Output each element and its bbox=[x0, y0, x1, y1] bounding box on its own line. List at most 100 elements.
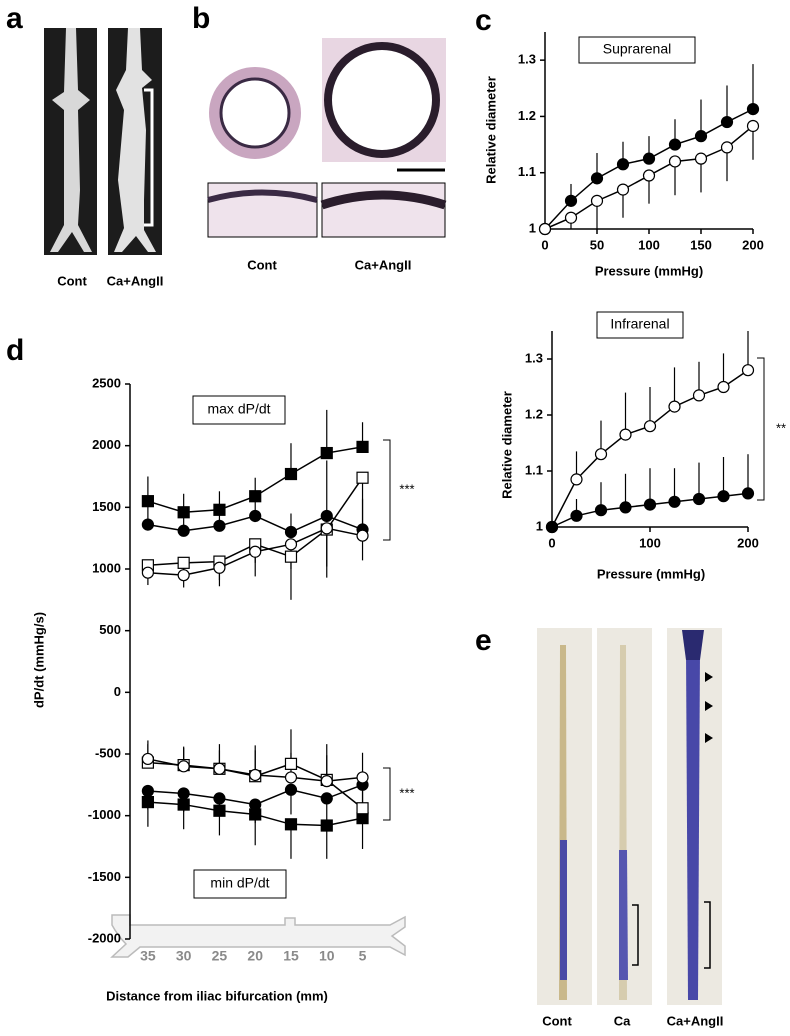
marker bbox=[213, 561, 226, 574]
marker bbox=[668, 400, 681, 413]
photo-label: Cont bbox=[57, 273, 87, 288]
y-tick-label: 1500 bbox=[92, 499, 121, 514]
annotation: min dP/dt bbox=[210, 875, 269, 891]
marker bbox=[717, 490, 730, 503]
marker bbox=[616, 183, 630, 196]
y-tick-label: 1.2 bbox=[518, 108, 536, 123]
marker bbox=[320, 509, 333, 523]
marker bbox=[249, 545, 262, 558]
marker bbox=[141, 518, 154, 531]
marker bbox=[616, 158, 630, 171]
marker bbox=[141, 784, 154, 798]
y-axis-label: Relative diameter bbox=[499, 391, 514, 499]
marker bbox=[284, 757, 298, 770]
marker bbox=[177, 524, 190, 537]
marker bbox=[642, 169, 656, 182]
marker bbox=[746, 103, 760, 116]
aorta-drawing bbox=[110, 914, 406, 958]
marker bbox=[746, 119, 760, 133]
y-axis-label: dP/dt (mmHg/s) bbox=[31, 612, 46, 708]
histology-b bbox=[207, 38, 447, 238]
significance-label: ** bbox=[776, 420, 786, 435]
y-tick-label: 1 bbox=[529, 220, 536, 235]
x-tick-label: 25 bbox=[212, 948, 228, 964]
x-tick-label: 0 bbox=[548, 535, 555, 550]
marker bbox=[694, 130, 708, 143]
x-tick-label: 30 bbox=[176, 948, 192, 964]
photo-label: Cont bbox=[542, 1013, 572, 1028]
x-tick-label: 100 bbox=[639, 535, 661, 550]
photo-label: Cont bbox=[247, 257, 277, 272]
marker bbox=[717, 380, 730, 394]
marker bbox=[213, 792, 226, 805]
y-tick-label: 1.3 bbox=[525, 350, 543, 365]
marker bbox=[741, 487, 755, 500]
marker bbox=[356, 529, 369, 542]
chart-title: Infrarenal bbox=[610, 316, 669, 332]
y-tick-label: 2000 bbox=[92, 437, 121, 452]
marker bbox=[177, 787, 190, 800]
marker bbox=[619, 428, 632, 441]
marker bbox=[564, 211, 578, 224]
marker bbox=[594, 448, 608, 461]
marker bbox=[720, 141, 734, 154]
x-axis-label: Pressure (mmHg) bbox=[597, 566, 705, 581]
title-box bbox=[596, 311, 684, 339]
marker bbox=[643, 498, 657, 511]
x-tick-label: 20 bbox=[247, 948, 263, 964]
y-axis-label: Relative diameter bbox=[483, 76, 498, 184]
significance-bracket bbox=[383, 767, 391, 821]
marker bbox=[141, 795, 154, 809]
marker bbox=[177, 556, 190, 569]
x-tick-label: 200 bbox=[742, 237, 764, 252]
x-tick-label: 150 bbox=[690, 237, 712, 252]
marker bbox=[741, 364, 755, 377]
marker bbox=[141, 752, 154, 766]
photo-label: Ca+AngII bbox=[667, 1013, 724, 1028]
y-tick-label: 1.1 bbox=[518, 164, 536, 179]
y-tick-label: 2500 bbox=[92, 375, 121, 390]
marker bbox=[642, 152, 656, 165]
marker bbox=[694, 152, 708, 165]
panel-letter: a bbox=[6, 2, 23, 35]
marker bbox=[356, 471, 369, 484]
marker bbox=[284, 550, 298, 563]
marker bbox=[570, 473, 583, 486]
photo-label: Ca+AngII bbox=[107, 273, 164, 288]
marker bbox=[356, 440, 369, 453]
marker bbox=[284, 467, 298, 481]
marker bbox=[545, 520, 559, 534]
marker bbox=[320, 775, 333, 788]
marker bbox=[177, 506, 190, 519]
marker bbox=[320, 792, 333, 805]
panel-letter: b bbox=[192, 2, 210, 35]
marker bbox=[590, 172, 604, 185]
marker bbox=[284, 525, 298, 539]
y-tick-label: 1000 bbox=[92, 560, 121, 575]
annotation-box bbox=[192, 395, 286, 425]
marker bbox=[177, 569, 190, 582]
x-tick-label: 10 bbox=[319, 948, 335, 964]
x-axis-label: Distance from iliac bifurcation (mm) bbox=[106, 988, 328, 1003]
marker bbox=[564, 194, 578, 207]
marker bbox=[213, 503, 226, 516]
y-tick-label: -1500 bbox=[88, 869, 121, 884]
marker bbox=[320, 522, 333, 535]
x-tick-label: 5 bbox=[359, 948, 367, 964]
y-tick-label: -2000 bbox=[88, 930, 121, 945]
significance-bracket bbox=[383, 439, 391, 541]
photo-e bbox=[537, 628, 722, 1005]
marker bbox=[320, 819, 333, 832]
marker bbox=[538, 222, 552, 236]
panel-letter: d bbox=[6, 334, 24, 367]
y-tick-label: -1000 bbox=[88, 807, 121, 822]
y-tick-label: -500 bbox=[95, 745, 121, 760]
marker bbox=[284, 538, 298, 551]
x-tick-label: 35 bbox=[140, 948, 156, 964]
y-tick-label: 1.3 bbox=[518, 52, 536, 67]
marker bbox=[692, 389, 706, 402]
photo-label: Ca+AngII bbox=[355, 257, 412, 272]
x-tick-label: 200 bbox=[737, 535, 759, 550]
marker bbox=[692, 492, 706, 506]
